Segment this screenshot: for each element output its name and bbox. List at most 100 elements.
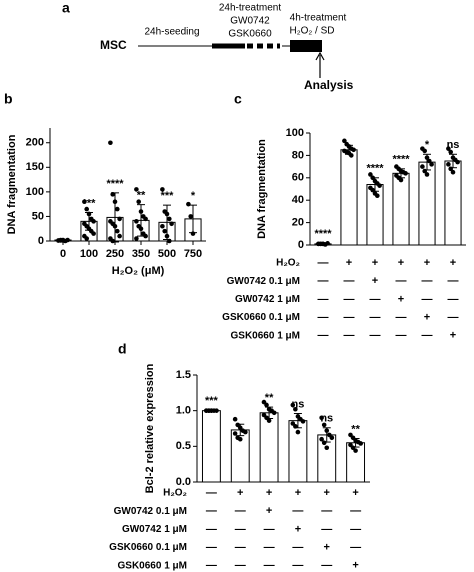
data-point xyxy=(188,214,193,219)
data-point xyxy=(134,219,139,224)
condition-mark: + xyxy=(398,257,404,269)
y-tick-label: 1.0 xyxy=(176,405,191,417)
data-point xyxy=(117,233,122,239)
significance-label: * xyxy=(425,139,430,151)
condition-mark: — xyxy=(321,523,332,535)
timeline-block xyxy=(290,40,322,52)
condition-mark: — xyxy=(350,523,361,535)
error-bar xyxy=(345,144,353,155)
data-point xyxy=(427,158,432,164)
panel-letter: c xyxy=(234,91,242,107)
condition-label: GW0742 0.1 μM xyxy=(114,506,187,517)
bar xyxy=(259,412,279,483)
data-point xyxy=(420,164,425,169)
data-point xyxy=(368,172,373,177)
data-point xyxy=(143,216,148,222)
data-point xyxy=(91,219,96,224)
condition-mark: — xyxy=(321,505,332,517)
condition-mark: — xyxy=(235,542,246,554)
y-tick-label: 80 xyxy=(292,149,304,161)
condition-mark: — xyxy=(344,275,355,287)
error-bar xyxy=(189,204,197,234)
error-bar xyxy=(163,204,171,241)
condition-mark: — xyxy=(206,487,217,499)
y-tick-label: 0.5 xyxy=(176,440,191,452)
condition-mark: + xyxy=(295,523,301,535)
x-axis-label: H₂O₂ (μM) xyxy=(112,265,165,277)
y-tick-label: 0 xyxy=(298,239,304,251)
data-point xyxy=(143,233,148,239)
data-point xyxy=(429,162,434,167)
x-tick-label: 250 xyxy=(106,248,124,260)
condition-mark: — xyxy=(396,275,407,287)
condition-mark: — xyxy=(318,330,329,342)
error-bar xyxy=(423,153,431,171)
condition-mark: + xyxy=(346,257,352,269)
data-point xyxy=(134,187,139,192)
condition-mark: — xyxy=(206,542,217,554)
data-point xyxy=(134,236,139,241)
x-tick-label: 350 xyxy=(132,248,150,260)
error-bar xyxy=(265,406,274,420)
error-bar xyxy=(449,153,457,169)
data-point xyxy=(375,193,380,199)
condition-mark: — xyxy=(206,505,217,517)
data-point xyxy=(319,415,324,421)
condition-mark: — xyxy=(292,560,303,572)
condition-label: GW0742 0.1 μM xyxy=(227,276,300,287)
y-tick-label: 20 xyxy=(292,217,304,229)
data-point xyxy=(321,422,327,428)
condition-mark: + xyxy=(324,542,330,554)
condition-mark: — xyxy=(448,312,459,324)
error-bar xyxy=(397,168,405,179)
data-point xyxy=(232,416,238,422)
data-point xyxy=(295,429,301,435)
condition-label: GSK0660 1 μM xyxy=(118,560,187,571)
data-point xyxy=(324,445,330,451)
condition-mark: — xyxy=(422,330,433,342)
significance-label: ** xyxy=(351,423,360,435)
data-point xyxy=(398,177,404,183)
condition-mark: — xyxy=(350,505,361,517)
significance-label: *** xyxy=(205,395,219,407)
condition-mark: + xyxy=(352,560,358,572)
error-bar xyxy=(351,437,360,448)
panel: d Bcl-2 relative expression 0.0 0.5 1.0 1.5 **… xyxy=(109,341,370,572)
error-bar xyxy=(85,212,93,231)
condition-mark: + xyxy=(450,330,456,342)
condition-mark: + xyxy=(266,505,272,517)
data-point xyxy=(84,236,89,241)
condition-mark: — xyxy=(318,293,329,305)
y-tick-label: 0 xyxy=(38,235,44,247)
significance-label: **** xyxy=(392,154,410,166)
error-bar xyxy=(137,204,145,237)
condition-mark: — xyxy=(422,293,433,305)
data-point xyxy=(169,221,174,227)
data-point xyxy=(319,436,324,442)
data-point xyxy=(450,169,456,175)
condition-mark: — xyxy=(370,312,381,324)
condition-mark: + xyxy=(450,257,456,269)
step-label: GW0742 xyxy=(230,16,270,27)
condition-mark: — xyxy=(264,542,275,554)
condition-mark: — xyxy=(370,293,381,305)
condition-mark: + xyxy=(424,257,430,269)
panel-letter: a xyxy=(62,0,70,16)
data-point xyxy=(167,216,172,222)
condition-mark: — xyxy=(344,330,355,342)
step-label: H₂O₂ / SD xyxy=(290,26,335,37)
error-bar xyxy=(322,427,331,443)
condition-mark: + xyxy=(372,257,378,269)
y-tick-label: 40 xyxy=(292,194,304,206)
condition-label: H₂O₂ xyxy=(276,258,300,269)
data-point xyxy=(271,410,277,416)
data-point xyxy=(446,146,451,151)
y-tick-label: 100 xyxy=(26,186,44,198)
analysis-label: Analysis xyxy=(304,78,354,92)
condition-mark: + xyxy=(424,312,430,324)
data-point xyxy=(91,231,96,236)
condition-label: GSK0660 1 μM xyxy=(231,330,300,341)
bar xyxy=(392,172,410,246)
data-point xyxy=(321,440,327,446)
